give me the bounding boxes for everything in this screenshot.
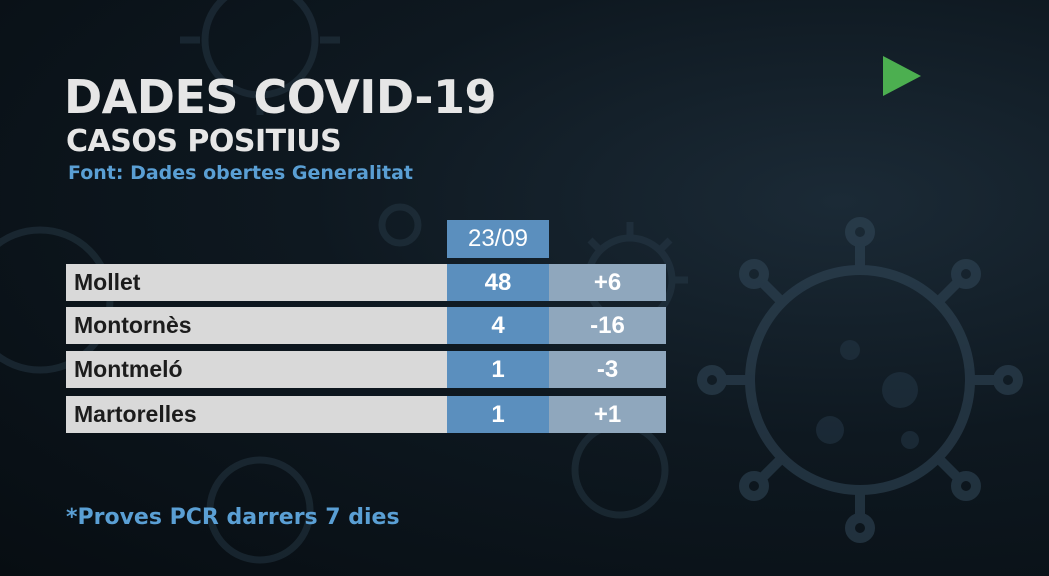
municipality-name: Mollet bbox=[66, 264, 447, 301]
page-subtitle: CASOS POSITIUS bbox=[66, 124, 342, 159]
case-change: -3 bbox=[549, 351, 666, 388]
case-change: -16 bbox=[549, 307, 666, 344]
play-icon bbox=[883, 56, 921, 96]
case-count: 48 bbox=[447, 264, 549, 301]
municipality-name: Martorelles bbox=[66, 396, 447, 433]
case-count: 4 bbox=[447, 307, 549, 344]
footnote: *Proves PCR darrers 7 dies bbox=[66, 505, 400, 530]
municipality-name: Montmeló bbox=[66, 351, 447, 388]
case-change: +1 bbox=[549, 396, 666, 433]
table-row: Montornès 4 -16 bbox=[66, 307, 666, 344]
table-row: Mollet 48 +6 bbox=[66, 264, 666, 301]
data-source: Font: Dades obertes Generalitat bbox=[68, 162, 413, 184]
case-count: 1 bbox=[447, 351, 549, 388]
case-count: 1 bbox=[447, 396, 549, 433]
table-row: Montmeló 1 -3 bbox=[66, 351, 666, 388]
table-row: Martorelles 1 +1 bbox=[66, 396, 666, 433]
municipality-name: Montornès bbox=[66, 307, 447, 344]
page-title: DADES COVID-19 bbox=[64, 70, 497, 124]
case-change: +6 bbox=[549, 264, 666, 301]
date-column-header: 23/09 bbox=[447, 220, 549, 258]
